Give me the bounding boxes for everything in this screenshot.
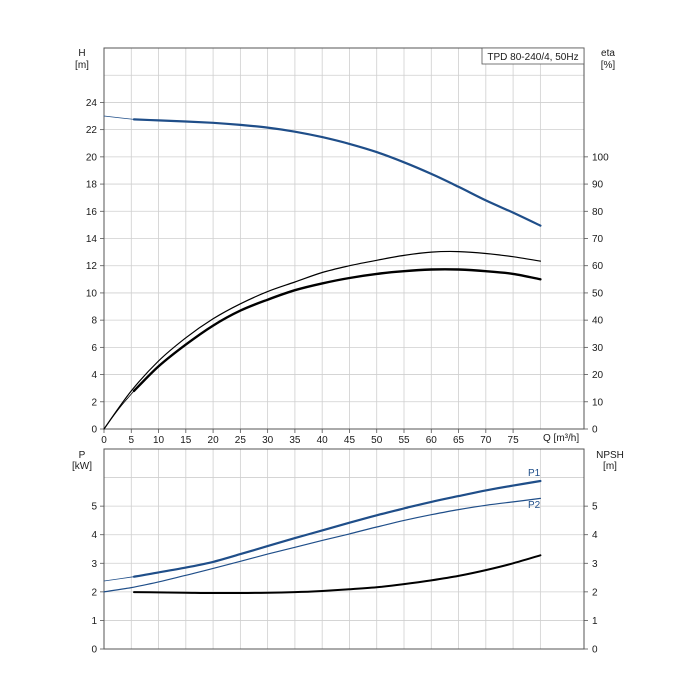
- left-tick-label: 18: [86, 180, 98, 191]
- x-tick-label: 10: [153, 435, 165, 446]
- left-tick-label: 22: [86, 125, 98, 136]
- upper-ticks: 0 5 10 15 20 25 30 35 40 45 50 55 60 65 70 750246810121…: [86, 98, 609, 446]
- left-tick-label: 0: [91, 645, 97, 656]
- h-axis-unit: [m]: [75, 60, 89, 71]
- series-line-h: [132, 118, 542, 227]
- series-line-eta-total: [132, 268, 542, 393]
- x-tick-label: 65: [453, 435, 465, 446]
- right-tick-label: 20: [592, 370, 604, 381]
- series-line-npsh: [133, 554, 542, 594]
- x-tick-label: 40: [317, 435, 329, 446]
- right-tick-label: 0: [592, 645, 598, 656]
- right-tick-label: 40: [592, 316, 604, 327]
- right-tick-label: 80: [592, 207, 604, 218]
- npsh-axis-unit: [m]: [603, 461, 617, 472]
- right-tick-label: 10: [592, 397, 604, 408]
- right-tick-label: 0: [592, 425, 598, 436]
- right-tick-label: 5: [592, 502, 598, 513]
- left-tick-label: 20: [86, 152, 98, 163]
- series-label-p2: P2: [528, 500, 541, 511]
- x-tick-label: 75: [508, 435, 520, 446]
- left-tick-label: 4: [91, 530, 97, 541]
- right-tick-label: 100: [592, 152, 609, 163]
- h-axis-label: H: [78, 48, 85, 59]
- x-tick-label: 15: [180, 435, 192, 446]
- model-label: TPD 80-240/4, 50Hz: [487, 52, 578, 63]
- upper-grid: [103, 48, 584, 430]
- upper-plot: 0 5 10 15 20 25 30 35 40 45 50 55 60 65 70 750246810121…: [75, 47, 616, 446]
- right-tick-label: 30: [592, 343, 604, 354]
- series-label-p1: P1: [528, 468, 541, 479]
- left-tick-label: 6: [91, 343, 97, 354]
- series-line-h-ext: [103, 115, 135, 120]
- lower-plot-frame: [103, 448, 585, 650]
- x-tick-label: 60: [426, 435, 438, 446]
- x-tick-label: 25: [235, 435, 247, 446]
- x-tick-label: 5: [128, 435, 134, 446]
- q-axis-label: Q [m³/h]: [543, 433, 579, 444]
- lower-grid: [103, 449, 584, 650]
- left-tick-label: 14: [86, 234, 98, 245]
- right-tick-label: 90: [592, 180, 604, 191]
- eta-axis-unit: [%]: [601, 60, 616, 71]
- left-tick-label: 16: [86, 207, 98, 218]
- x-tick-label: 0: [101, 435, 107, 446]
- left-tick-label: 2: [91, 587, 97, 598]
- series-line-p1-ext: [103, 576, 135, 582]
- lower-series: [103, 479, 542, 594]
- left-tick-label: 5: [91, 502, 97, 513]
- eta-axis-label: eta: [601, 48, 615, 59]
- right-tick-label: 60: [592, 261, 604, 272]
- right-tick-label: 70: [592, 234, 604, 245]
- left-tick-label: 0: [91, 425, 97, 436]
- left-tick-label: 10: [86, 288, 98, 299]
- right-tick-label: 2: [592, 587, 598, 598]
- lower-plot: 0 1 2 3 4 5 0 1 2 3 4 5 P [kW] NPSH [m] P1 P2: [72, 448, 624, 656]
- left-tick-label: 2: [91, 397, 97, 408]
- x-tick-label: 50: [371, 435, 383, 446]
- x-tick-label: 35: [289, 435, 301, 446]
- model-label-frame: [481, 47, 585, 65]
- right-tick-label: 50: [592, 288, 604, 299]
- upper-series: [103, 115, 542, 430]
- x-tick-label: 70: [480, 435, 492, 446]
- x-tick-label: 45: [344, 435, 356, 446]
- lower-ticks: 0 1 2 3 4 5 0 1 2 3 4 5: [91, 502, 598, 656]
- series-line-eta-pump: [103, 250, 541, 430]
- x-tick-label: 55: [398, 435, 410, 446]
- model-label-box: TPD 80-240/4, 50Hz: [481, 47, 585, 65]
- p-axis-unit: [kW]: [72, 461, 92, 472]
- p-axis-label: P: [79, 450, 86, 461]
- npsh-axis-label: NPSH: [596, 450, 624, 461]
- right-tick-label: 1: [592, 616, 598, 627]
- left-tick-label: 8: [91, 316, 97, 327]
- series-line-p2: [103, 497, 541, 593]
- right-tick-label: 3: [592, 559, 598, 570]
- x-tick-label: 20: [208, 435, 220, 446]
- left-tick-label: 1: [91, 616, 97, 627]
- left-tick-label: 24: [86, 98, 98, 109]
- x-tick-label: 30: [262, 435, 274, 446]
- series-line-p1: [132, 479, 542, 578]
- right-tick-label: 4: [592, 530, 598, 541]
- left-tick-label: 4: [91, 370, 97, 381]
- left-tick-label: 3: [91, 559, 97, 570]
- left-tick-label: 12: [86, 261, 98, 272]
